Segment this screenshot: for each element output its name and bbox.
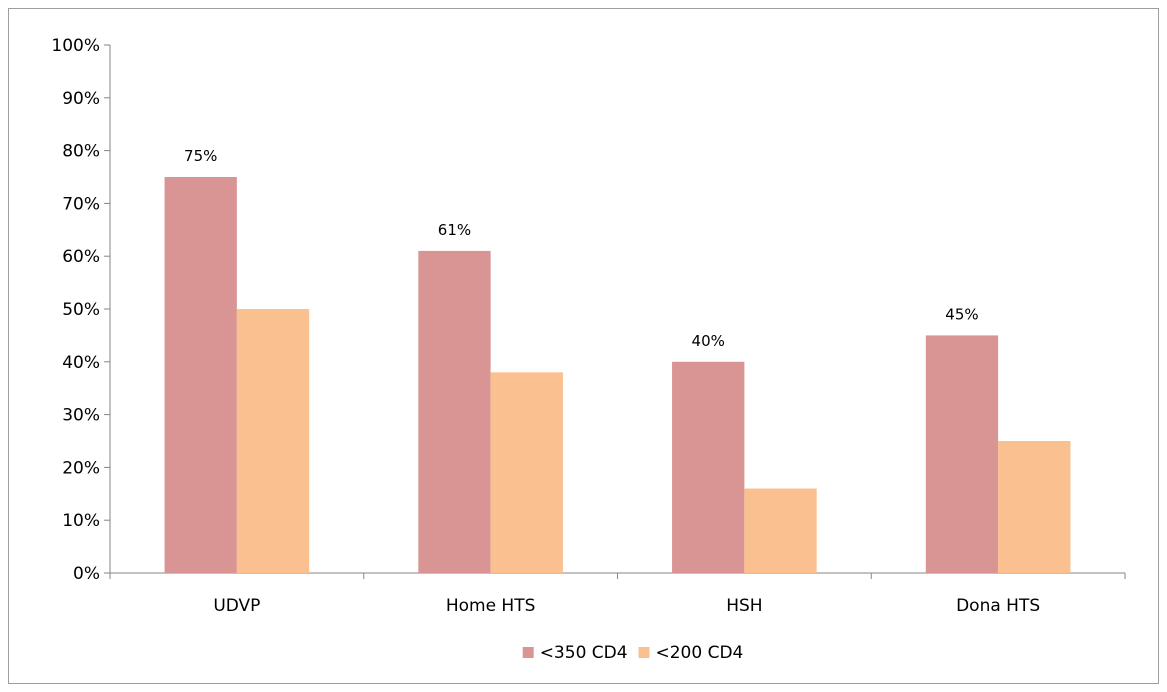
data-label: 40% xyxy=(692,332,725,350)
bar-1 xyxy=(744,488,817,573)
y-tick-label: 70% xyxy=(62,194,100,214)
x-tick-label: UDVP xyxy=(213,596,260,616)
bar-0 xyxy=(672,361,745,573)
legend-label: <350 CD4 xyxy=(540,643,628,663)
bar-0 xyxy=(164,177,237,573)
legend-label: <200 CD4 xyxy=(656,643,744,663)
x-tick-label: HSH xyxy=(726,596,762,616)
y-tick-label: 50% xyxy=(62,300,100,320)
y-tick-label: 60% xyxy=(62,247,100,267)
x-tick-label: Dona HTS xyxy=(956,596,1040,616)
y-tick-label: 100% xyxy=(51,36,100,56)
data-label: 75% xyxy=(184,147,217,165)
y-tick-label: 0% xyxy=(73,564,100,584)
y-tick-label: 20% xyxy=(62,458,100,478)
y-tick-label: 40% xyxy=(62,353,100,373)
legend-swatch xyxy=(638,647,650,658)
data-label: 45% xyxy=(945,305,978,323)
bar-0 xyxy=(418,250,491,574)
legend: <350 CD4 <200 CD4 xyxy=(522,643,744,663)
data-label: 61% xyxy=(438,221,471,239)
y-tick-label: 30% xyxy=(62,406,100,426)
y-tick-label: 80% xyxy=(62,142,100,162)
bar-0 xyxy=(925,335,999,573)
bar-1 xyxy=(998,441,1071,573)
bar-1 xyxy=(236,309,310,573)
y-axis: 0% 10% 20% 30% 40% 50% 60% 70% 80% 90% 100% xyxy=(51,36,111,584)
x-tick-label: Home HTS xyxy=(446,596,536,616)
legend-swatch xyxy=(522,647,534,658)
y-tick-label: 10% xyxy=(62,511,100,531)
bar-1 xyxy=(490,372,563,573)
bars xyxy=(164,177,1071,574)
y-tick-label: 90% xyxy=(62,89,100,109)
data-labels: 75% 61% 40% 45% xyxy=(184,147,979,350)
